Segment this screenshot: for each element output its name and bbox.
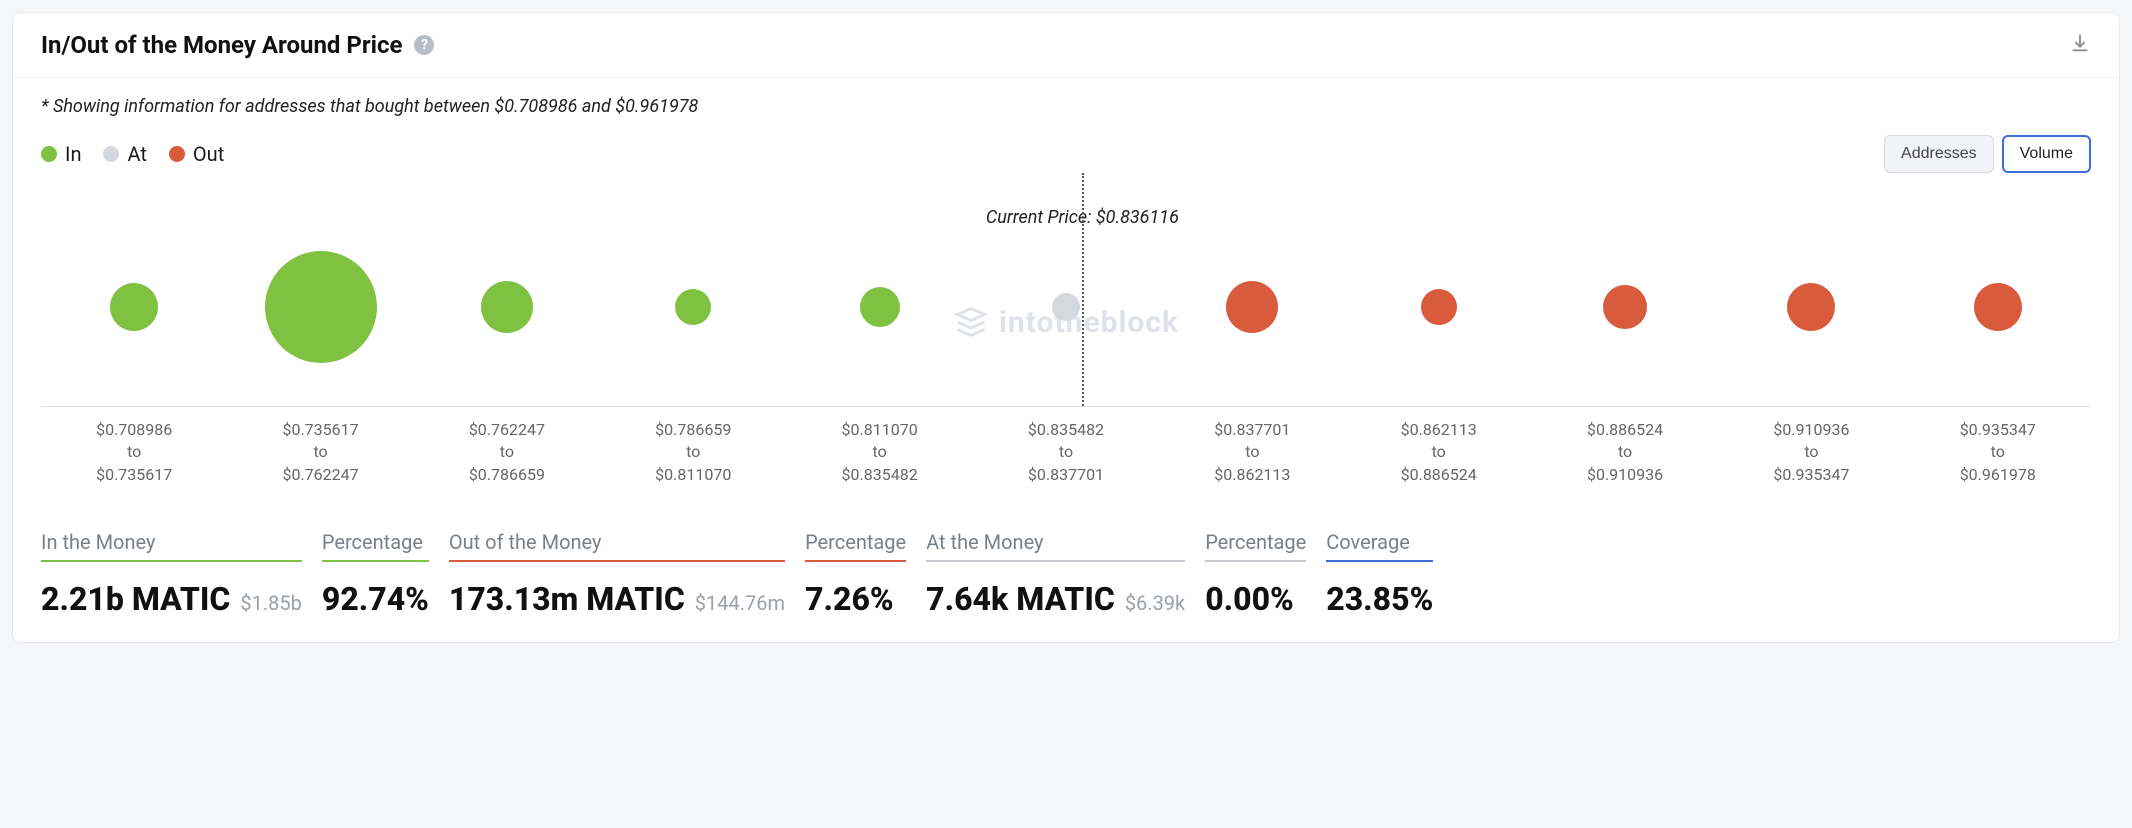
bubble[interactable] xyxy=(265,251,377,363)
stat-label: Coverage xyxy=(1326,530,1433,562)
legend-label: In xyxy=(65,142,81,166)
stat-value-row: 0.00% xyxy=(1205,580,1306,618)
stat-block: At the Money 7.64k MATIC $6.39k xyxy=(926,530,1185,618)
stat-value: 7.64k MATIC xyxy=(926,580,1115,618)
x-label: $0.910936to$0.935347 xyxy=(1718,419,1904,486)
stat-value-row: 92.74% xyxy=(322,580,429,618)
title-wrap: In/Out of the Money Around Price ? xyxy=(41,31,434,59)
stat-block: Percentage 0.00% xyxy=(1205,530,1306,618)
x-label: $0.786659to$0.811070 xyxy=(600,419,786,486)
legend-item-at[interactable]: At xyxy=(103,142,146,166)
range-note: * Showing information for addresses that… xyxy=(41,96,2091,117)
bubble[interactable] xyxy=(1226,281,1278,333)
stat-label: Percentage xyxy=(322,530,429,562)
help-icon[interactable]: ? xyxy=(414,35,434,55)
card-title: In/Out of the Money Around Price xyxy=(41,31,402,59)
stat-value-row: 7.26% xyxy=(805,580,906,618)
x-label: $0.708986to$0.735617 xyxy=(41,419,227,486)
chart: Current Price: $0.836116 intotheblock $0… xyxy=(41,207,2091,486)
x-axis-labels: $0.708986to$0.735617$0.735617to$0.762247… xyxy=(41,419,2091,486)
bubble[interactable] xyxy=(1787,283,1835,331)
stat-block: In the Money 2.21b MATIC $1.85b xyxy=(41,530,302,618)
download-icon[interactable] xyxy=(2069,32,2091,58)
bubble[interactable] xyxy=(860,287,900,327)
stat-label: At the Money xyxy=(926,530,1185,562)
stat-value: 0.00% xyxy=(1205,580,1294,618)
x-label: $0.811070to$0.835482 xyxy=(786,419,972,486)
toggle-volume[interactable]: Volume xyxy=(2002,135,2091,173)
stat-value-row: 2.21b MATIC $1.85b xyxy=(41,580,302,618)
bubble-row: intotheblock xyxy=(41,207,2091,407)
legend: In At Out xyxy=(41,142,224,166)
stat-label: Percentage xyxy=(1205,530,1306,562)
bubble[interactable] xyxy=(1603,285,1647,329)
stat-value: 173.13m MATIC xyxy=(449,580,685,618)
current-price-line xyxy=(1082,173,1084,406)
iomap-card: In/Out of the Money Around Price ? * Sho… xyxy=(12,12,2120,643)
legend-dot xyxy=(41,146,57,162)
toggle-addresses[interactable]: Addresses xyxy=(1884,135,1994,173)
toggle-group: AddressesVolume xyxy=(1884,135,2091,173)
stat-label: Out of the Money xyxy=(449,530,785,562)
bubble[interactable] xyxy=(1421,289,1457,325)
legend-item-out[interactable]: Out xyxy=(169,142,224,166)
legend-label: At xyxy=(127,142,146,166)
bubble[interactable] xyxy=(110,283,158,331)
card-header: In/Out of the Money Around Price ? xyxy=(13,13,2119,78)
stats-row: In the Money 2.21b MATIC $1.85b Percentage 9… xyxy=(41,530,2091,618)
x-label: $0.935347to$0.961978 xyxy=(1905,419,2091,486)
stat-block: Percentage 92.74% xyxy=(322,530,429,618)
x-label: $0.835482to$0.837701 xyxy=(973,419,1159,486)
legend-item-in[interactable]: In xyxy=(41,142,81,166)
legend-dot xyxy=(103,146,119,162)
stat-value: 7.26% xyxy=(805,580,894,618)
bubble[interactable] xyxy=(675,289,711,325)
stat-subvalue: $1.85b xyxy=(240,591,301,615)
x-label: $0.762247to$0.786659 xyxy=(414,419,600,486)
stat-value: 92.74% xyxy=(322,580,429,618)
legend-row: In At Out AddressesVolume xyxy=(41,135,2091,173)
stat-subvalue: $6.39k xyxy=(1125,591,1185,615)
watermark-text: intotheblock xyxy=(999,305,1179,340)
stat-subvalue: $144.76m xyxy=(695,591,785,615)
stat-value-row: 7.64k MATIC $6.39k xyxy=(926,580,1185,618)
legend-dot xyxy=(169,146,185,162)
stat-value: 2.21b MATIC xyxy=(41,580,230,618)
x-label: $0.886524to$0.910936 xyxy=(1532,419,1718,486)
x-label: $0.735617to$0.762247 xyxy=(227,419,413,486)
bubble[interactable] xyxy=(1052,293,1080,321)
stat-block: Coverage 23.85% xyxy=(1326,530,1433,618)
stat-label: In the Money xyxy=(41,530,302,562)
legend-label: Out xyxy=(193,142,224,166)
stat-block: Percentage 7.26% xyxy=(805,530,906,618)
x-label: $0.862113to$0.886524 xyxy=(1346,419,1532,486)
stat-block: Out of the Money 173.13m MATIC $144.76m xyxy=(449,530,785,618)
card-body: * Showing information for addresses that… xyxy=(13,78,2119,642)
x-label: $0.837701to$0.862113 xyxy=(1159,419,1345,486)
bubble[interactable] xyxy=(1974,283,2022,331)
stat-value: 23.85% xyxy=(1326,580,1433,618)
stat-value-row: 173.13m MATIC $144.76m xyxy=(449,580,785,618)
bubble[interactable] xyxy=(481,281,533,333)
stat-label: Percentage xyxy=(805,530,906,562)
stat-value-row: 23.85% xyxy=(1326,580,1433,618)
